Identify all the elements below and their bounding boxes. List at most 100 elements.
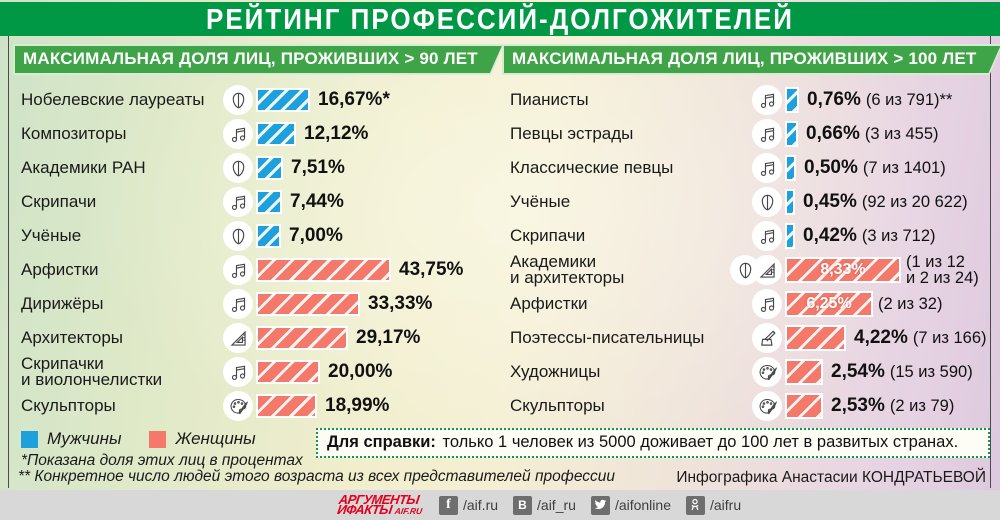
profession-row: Певцы эстрады 0,66% (3 из 455) — [502, 117, 990, 151]
social-handle: /aifru — [709, 497, 742, 513]
profession-label: Дирижёры — [21, 294, 104, 313]
profession-row: Классические певцы 0,50% (7 из 1401) — [502, 151, 990, 185]
music-note-icon — [752, 221, 782, 251]
music-note-icon — [752, 85, 782, 115]
panel-90-header: МАКСИМАЛЬНАЯ ДОЛЯ ЛИЦ, ПРОЖИВШИХ > 90 ЛЕ… — [15, 46, 502, 73]
count-detail: (7 из 1401) — [862, 159, 946, 177]
set-square-icon — [223, 323, 253, 353]
count-detail: (3 из 455) — [864, 125, 939, 143]
bar-women: 8,33% — [785, 257, 901, 283]
profession-label: Архитекторы — [21, 328, 123, 347]
profession-row: Академики РАН 7,51% — [13, 151, 496, 185]
facebook-icon: f — [439, 495, 458, 515]
profession-row: Арфистки 43,75% — [13, 253, 496, 287]
brain-icon — [223, 221, 253, 251]
bar-men — [256, 122, 296, 146]
panel-90-years: МАКСИМАЛЬНАЯ ДОЛЯ ЛИЦ, ПРОЖИВШИХ > 90 ЛЕ… — [9, 36, 496, 488]
profession-row: Дирижёры 33,33% — [13, 287, 496, 321]
profession-label: Скульпторы — [21, 396, 116, 415]
value-label: 2,54% — [831, 361, 885, 382]
profession-label: Скульпторы — [510, 396, 605, 415]
panel-90-header-ribbon: МАКСИМАЛЬНАЯ ДОЛЯ ЛИЦ, ПРОЖИВШИХ > 90 ЛЕ… — [13, 44, 504, 75]
social-link-vk[interactable]: В/aif_ru — [513, 495, 576, 515]
profession-row: Скульпторы 18,99% — [13, 389, 496, 423]
profession-label: Арфистки — [510, 294, 588, 313]
profession-label: Скрипачи — [510, 226, 586, 245]
profession-icons — [217, 255, 253, 285]
social-link-facebook[interactable]: f/aif.ru — [439, 495, 499, 515]
count-detail: (3 из 712) — [861, 227, 936, 245]
bar-women — [785, 325, 846, 351]
bar-men — [256, 224, 281, 248]
music-note-icon — [223, 119, 253, 149]
music-note-icon — [223, 289, 253, 319]
bar-men — [785, 223, 795, 249]
social-link-odnoklassniki[interactable]: /aifru — [685, 495, 742, 515]
music-note-icon — [223, 255, 253, 285]
palette-icon — [752, 391, 782, 421]
profession-icons — [720, 221, 782, 251]
value-label: 20,00% — [328, 361, 393, 382]
profession-row: Арфистки 6,25% (2 из 32) — [502, 287, 990, 321]
profession-row: Пианисты 0,76% (6 из 791)** — [502, 83, 990, 117]
profession-icons — [720, 153, 782, 183]
content-frame: МАКСИМАЛЬНАЯ ДОЛЯ ЛИЦ, ПРОЖИВШИХ > 90 ЛЕ… — [8, 36, 991, 488]
women-color-swatch — [149, 430, 167, 448]
profession-row: Учёные 0,45% (92 из 20 622) — [502, 185, 990, 219]
bar-men — [785, 189, 795, 215]
profession-icons — [217, 153, 253, 183]
profession-label: Скрипачи — [21, 192, 97, 211]
profession-icons — [720, 289, 782, 319]
value-label: 43,75% — [399, 259, 464, 280]
profession-label: Композиторы — [21, 124, 127, 143]
men-color-swatch — [21, 430, 38, 448]
bar-value-label: 8,33% — [820, 261, 866, 278]
social-handle: /aif.ru — [463, 497, 499, 513]
inkwell-pen-icon — [752, 323, 782, 353]
profession-row: Скрипачки и виолончелистки 20,00% — [13, 355, 496, 389]
profession-icons — [720, 323, 782, 353]
profession-label: Учёные — [510, 192, 571, 211]
social-link-twitter[interactable]: /aifonline — [590, 495, 671, 515]
profession-row: Скрипачи 7,44% — [13, 185, 496, 219]
bar-women — [256, 326, 348, 350]
profession-icons — [217, 357, 253, 387]
count-detail: (1 из 12 и 2 из 24) — [906, 253, 979, 287]
bar-men — [256, 190, 282, 214]
profession-label: Скрипачки и виолончелистки — [21, 354, 163, 389]
panel-100-years: МАКСИМАЛЬНАЯ ДОЛЯ ЛИЦ, ПРОЖИВШИХ > 100 Л… — [496, 36, 990, 488]
value-label: 0,42% — [803, 225, 857, 246]
title-bar: РЕЙТИНГ ПРОФЕССИЙ-ДОЛГОЖИТЕЛЕЙ — [0, 2, 1000, 36]
profession-icons — [720, 357, 782, 387]
footnote-counts: ** Конкретное число людей этого возраста… — [18, 468, 616, 485]
palette-icon — [752, 357, 782, 387]
profession-row: Нобелевские лауреаты 16,67%* — [13, 83, 496, 117]
value-label: 4,22% — [854, 327, 908, 348]
profession-icons — [217, 323, 253, 353]
count-detail: (2 из 32) — [878, 295, 943, 313]
bar-men — [785, 87, 799, 113]
value-label: 18,99% — [325, 395, 390, 416]
bar-women — [256, 258, 391, 282]
reference-note: Для справки: только 1 человек из 5000 до… — [316, 428, 990, 458]
profession-icons — [720, 255, 782, 285]
panel-100-header: МАКСИМАЛЬНАЯ ДОЛЯ ЛИЦ, ПРОЖИВШИХ > 100 Л… — [504, 46, 1000, 73]
social-handle: /aif_ru — [537, 497, 576, 513]
reference-prefix: Для справки: — [327, 433, 436, 451]
value-label: 12,12% — [304, 123, 369, 144]
bar-men — [785, 121, 798, 147]
aif-logo: АРГУМЕНТЫ ИФАКТЫ AIF.RU — [336, 492, 425, 517]
bar-value-label: 6,25% — [806, 295, 852, 312]
profession-label: Арфистки — [21, 260, 99, 279]
page-title: РЕЙТИНГ ПРОФЕССИЙ-ДОЛГОЖИТЕЛЕЙ — [205, 1, 794, 35]
bar-women — [256, 394, 317, 418]
count-detail: (92 из 20 622) — [861, 193, 968, 211]
palette-icon — [223, 391, 253, 421]
profession-icons — [720, 119, 782, 149]
profession-label: Академики и архитекторы — [510, 252, 625, 287]
value-label: 33,33% — [368, 293, 433, 314]
panel-100-rows: Пианисты 0,76% (6 из 791)** Певцы эстрады 0,… — [502, 83, 990, 423]
music-note-icon — [752, 153, 782, 183]
panel-100-header-ribbon: МАКСИМАЛЬНАЯ ДОЛЯ ЛИЦ, ПРОЖИВШИХ > 100 Л… — [502, 44, 1000, 75]
value-label: 29,17% — [356, 327, 421, 348]
